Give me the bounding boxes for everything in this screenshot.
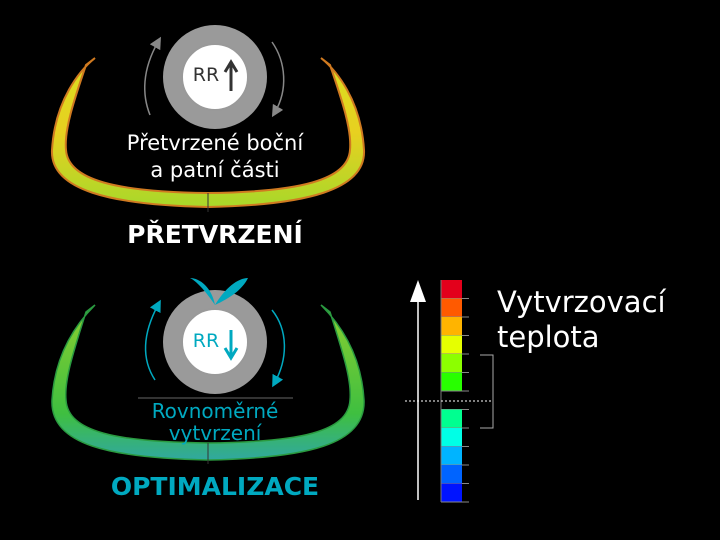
scale-label-line: teplota <box>497 320 600 354</box>
wheel-label: RR <box>192 64 220 86</box>
scale-segment <box>441 317 462 336</box>
title-optimized: OPTIMALIZACE <box>110 472 320 501</box>
scale-segment <box>441 446 462 465</box>
caption-top: Přetvrzené boční a patní části <box>100 130 330 184</box>
scale-segment <box>441 335 462 354</box>
scale-label: Vytvrzovací teplota <box>497 285 666 355</box>
title-overcured: PŘETVRZENÍ <box>127 220 303 249</box>
arrow-up-icon <box>410 280 426 302</box>
scale-segment <box>441 354 462 373</box>
optimal-range-bracket <box>480 354 494 429</box>
caption-line: Přetvrzené boční <box>126 131 304 155</box>
color-scale <box>440 280 469 503</box>
rotation-arrow-icon <box>271 41 285 118</box>
scale-segment <box>441 428 462 447</box>
wheel-label: RR <box>192 330 220 352</box>
caption-line: a patní části <box>150 158 280 182</box>
scale-segment <box>441 372 462 391</box>
scale-segment <box>441 483 462 502</box>
leaf-icon <box>190 278 248 305</box>
scale-segment <box>441 280 462 299</box>
caption-line: vytvrzení <box>168 421 262 445</box>
caption-line: Rovnoměrné <box>151 399 279 423</box>
scale-segment <box>441 409 462 428</box>
rotation-arrow-icon <box>271 309 286 388</box>
scale-label-line: Vytvrzovací <box>497 285 666 319</box>
scale-segment <box>441 465 462 484</box>
rotation-arrow-icon <box>144 299 161 381</box>
arrow-up-icon <box>223 59 239 91</box>
tire-section-optimized <box>51 304 365 461</box>
rotation-arrow-icon <box>144 36 161 116</box>
caption-bottom: Rovnoměrné vytvrzení <box>100 400 330 444</box>
tire-section-overcured <box>50 57 366 209</box>
scale-segment <box>441 298 462 317</box>
arrow-down-icon <box>223 330 239 361</box>
